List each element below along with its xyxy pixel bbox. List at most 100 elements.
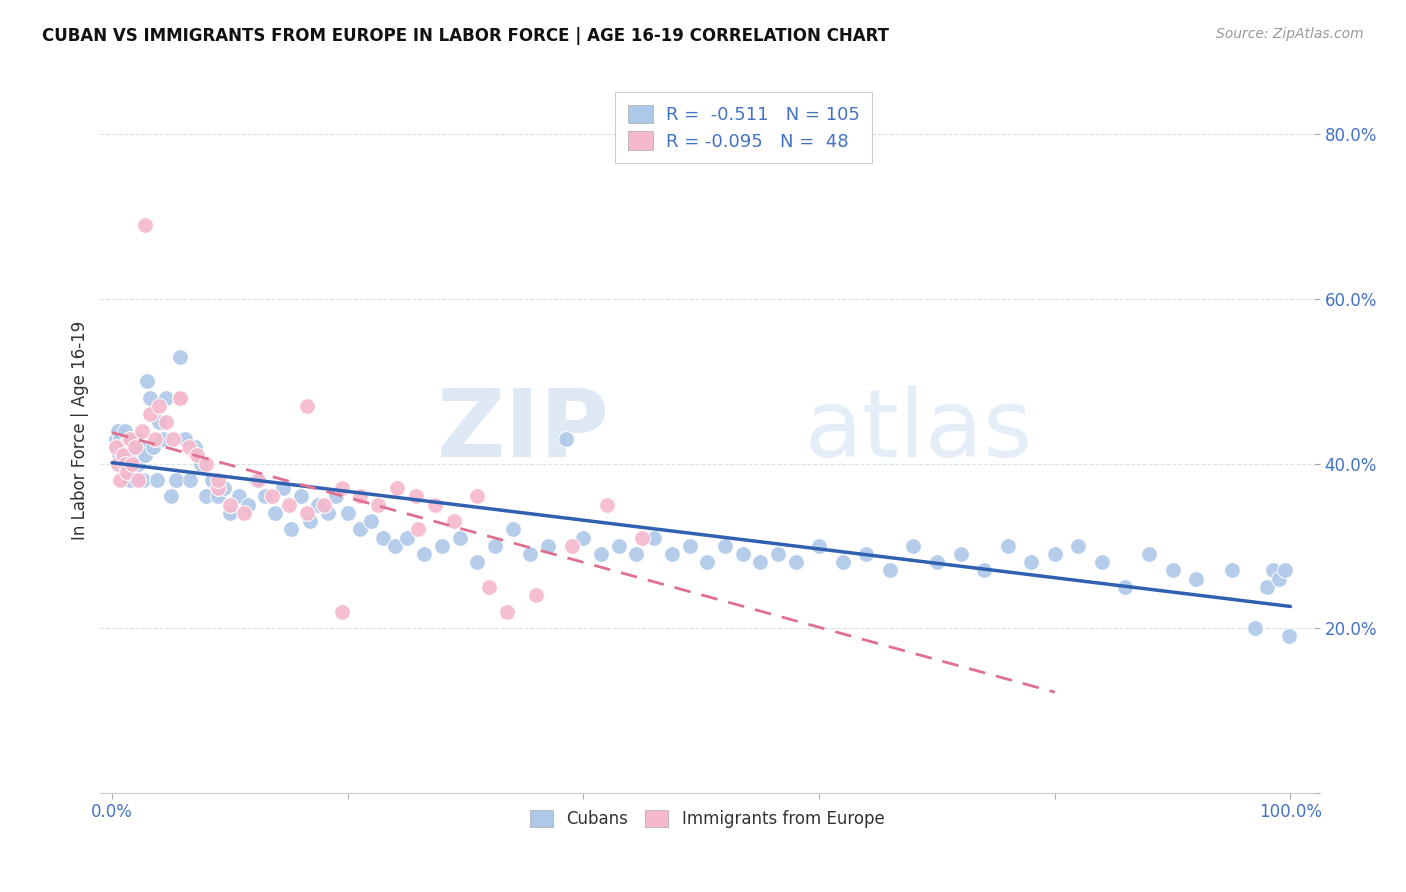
Point (524, 588, 547, 602)
Point (449, 531, 471, 545)
Point (1278, 629, 1301, 643)
Point (280, 522, 302, 536)
Point (201, 473, 224, 487)
Point (373, 531, 395, 545)
Point (207, 481, 229, 495)
Point (148, 415, 170, 429)
Point (127, 457, 149, 471)
Point (295, 506, 318, 520)
Point (143, 432, 166, 446)
Point (561, 539, 583, 553)
Text: Source: ZipAtlas.com: Source: ZipAtlas.com (1216, 27, 1364, 41)
Point (1137, 547, 1160, 561)
Point (519, 547, 541, 561)
Point (254, 490, 277, 504)
Point (731, 547, 754, 561)
Point (360, 514, 382, 528)
Point (643, 531, 665, 545)
Point (107, 424, 129, 438)
Point (131, 424, 153, 438)
Point (160, 490, 183, 504)
Point (749, 555, 772, 569)
Point (233, 506, 256, 520)
Point (1244, 621, 1267, 635)
Point (349, 522, 371, 536)
Point (1067, 539, 1090, 553)
Point (367, 498, 389, 512)
Point (925, 555, 948, 569)
Point (596, 498, 619, 512)
Point (626, 547, 648, 561)
Point (121, 457, 143, 471)
Point (146, 473, 169, 487)
Point (127, 473, 149, 487)
Point (478, 580, 501, 594)
Point (413, 547, 436, 561)
Point (879, 564, 901, 578)
Point (219, 506, 242, 520)
Point (299, 514, 322, 528)
Point (855, 547, 877, 561)
Point (336, 506, 359, 520)
Point (186, 448, 208, 462)
Point (467, 555, 489, 569)
Point (117, 448, 139, 462)
Point (165, 473, 187, 487)
Point (277, 498, 299, 512)
Point (190, 457, 212, 471)
Point (162, 432, 184, 446)
Point (174, 432, 197, 446)
Point (395, 531, 418, 545)
Point (112, 448, 135, 462)
Point (467, 490, 489, 504)
Point (118, 432, 141, 446)
Point (430, 539, 453, 553)
Point (973, 564, 995, 578)
Point (110, 432, 132, 446)
Point (117, 465, 139, 479)
Point (484, 539, 506, 553)
Point (195, 457, 218, 471)
Point (121, 457, 143, 471)
Point (195, 490, 218, 504)
Point (572, 531, 595, 545)
Point (125, 432, 148, 446)
Point (236, 498, 259, 512)
Point (1114, 580, 1136, 594)
Y-axis label: In Labor Force | Age 16-19: In Labor Force | Age 16-19 (72, 321, 89, 541)
Point (111, 448, 134, 462)
Point (1274, 564, 1296, 578)
Text: CUBAN VS IMMIGRANTS FROM EUROPE IN LABOR FORCE | AGE 16-19 CORRELATION CHART: CUBAN VS IMMIGRANTS FROM EUROPE IN LABOR… (42, 27, 889, 45)
Point (537, 539, 560, 553)
Point (120, 432, 142, 446)
Point (110, 440, 132, 454)
Point (316, 506, 339, 520)
Point (105, 440, 128, 454)
Point (122, 440, 145, 454)
Point (1256, 580, 1278, 594)
Point (219, 498, 242, 512)
Point (661, 547, 683, 561)
Point (423, 498, 446, 512)
Text: ZIP: ZIP (437, 384, 610, 476)
Point (631, 531, 654, 545)
Point (496, 605, 519, 619)
Point (247, 473, 270, 487)
Point (384, 539, 406, 553)
Point (132, 473, 155, 487)
Point (124, 440, 146, 454)
Point (114, 424, 136, 438)
Point (136, 374, 159, 388)
Point (179, 473, 201, 487)
Point (1091, 555, 1114, 569)
Point (607, 539, 630, 553)
Point (330, 481, 353, 495)
Point (118, 473, 141, 487)
Legend: Cubans, Immigrants from Europe: Cubans, Immigrants from Europe (523, 804, 891, 835)
Point (155, 391, 177, 405)
Point (1161, 564, 1184, 578)
Point (387, 481, 409, 495)
Point (714, 539, 737, 553)
Point (330, 605, 353, 619)
Point (139, 407, 162, 421)
